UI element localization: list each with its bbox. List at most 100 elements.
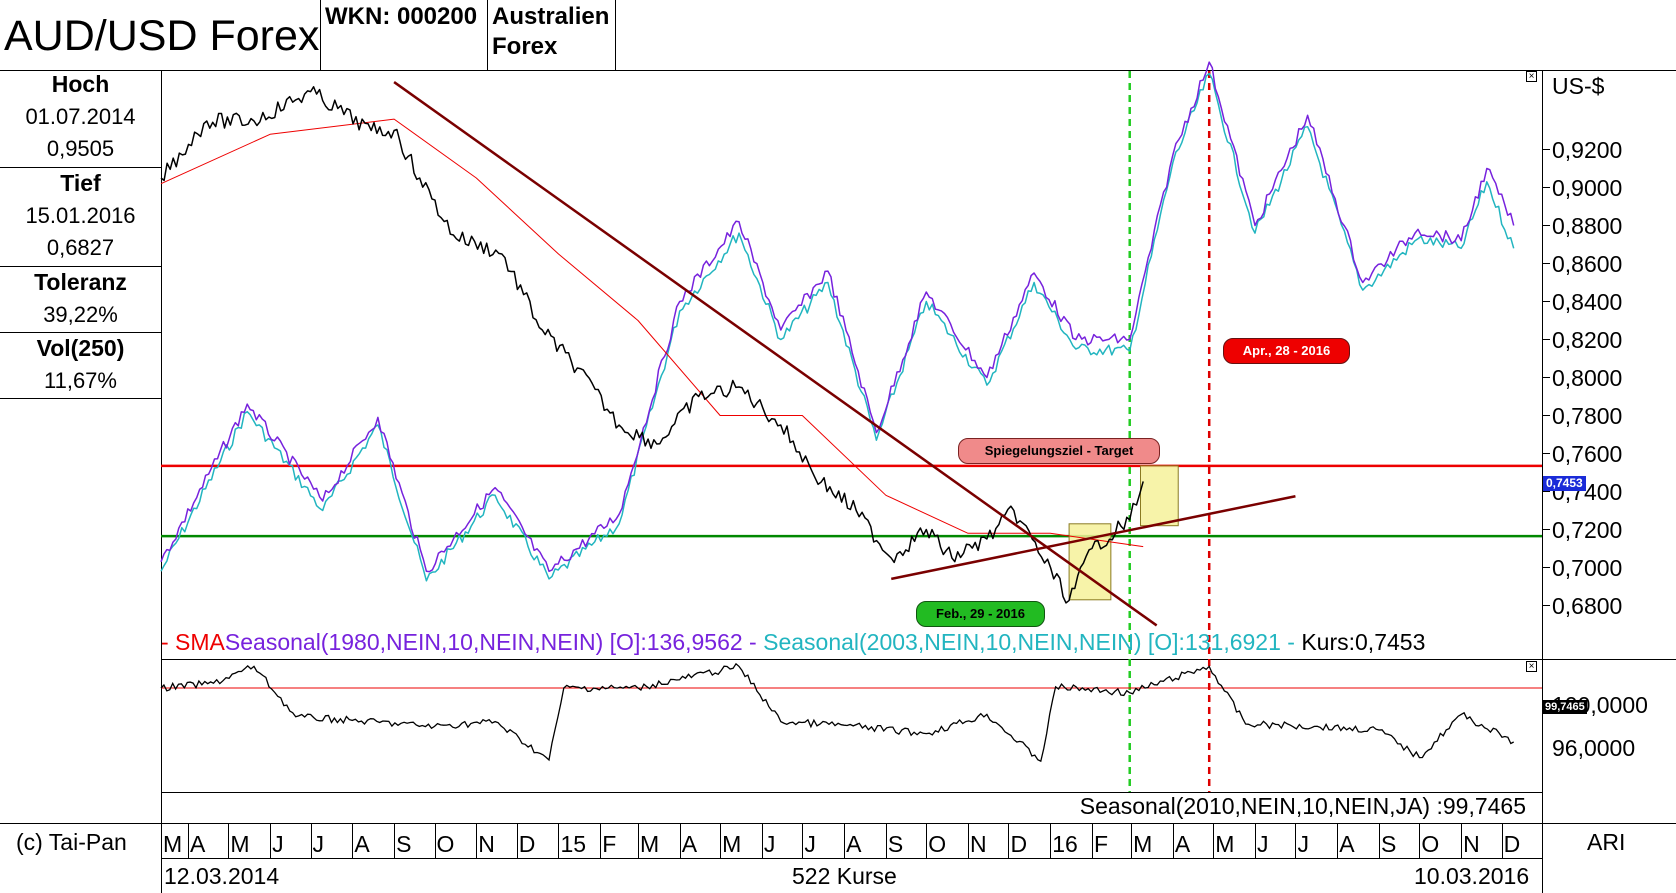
y-tick-label: 0,8800 [1552, 212, 1623, 239]
series-lines [160, 61, 1515, 604]
y-unit-label: US-$ [1552, 73, 1605, 99]
y-tick-label: 0,8000 [1552, 364, 1623, 391]
x-axis-month-label: O [928, 831, 947, 857]
x-axis-month-label: A [354, 831, 370, 857]
ari-label: ARI [1587, 829, 1626, 855]
header-bottom-border [0, 70, 1676, 71]
x-axis-month-label: J [272, 831, 284, 857]
x-axis-month-label: N [478, 831, 495, 857]
sub-chart-lines [160, 662, 1542, 763]
x-axis-tick [270, 823, 272, 858]
x-axis-tick [761, 823, 763, 858]
x-axis-tick [1091, 823, 1093, 858]
highlight-box [1139, 465, 1179, 527]
close-sub-chart-icon[interactable]: × [1526, 661, 1537, 672]
x-axis-tick [1419, 823, 1421, 858]
sub-legend: Seasonal(2010,NEIN,10,NEIN,JA) :99,7465 [1079, 793, 1526, 819]
y-tick-label: 0,8600 [1552, 250, 1623, 277]
x-axis-month-label: F [1093, 831, 1109, 857]
stat-low-label: Tief [60, 170, 101, 196]
stat-low: Tief 15.01.2016 0,6827 [0, 167, 161, 264]
series-line-sma [160, 118, 1144, 548]
last-price-tag: 0,7453 [1543, 476, 1586, 491]
x-axis-month-label: D [1010, 831, 1028, 857]
instrument-name-line1: Australien [492, 3, 610, 30]
x-axis-month-label: 15 [560, 831, 587, 857]
x-axis-month-label: A [681, 831, 698, 857]
x-axis-month-label: D [1503, 831, 1521, 857]
x-axis-tick [968, 823, 970, 858]
stat-low-date: 15.01.2016 [25, 203, 136, 228]
stat-divider [0, 398, 161, 399]
stat-high-label: Hoch [51, 71, 110, 97]
x-axis-bottom-border [161, 858, 1542, 859]
x-axis-month-label: 16 [1052, 831, 1078, 857]
count-label: 522 Kurse [792, 863, 897, 889]
series-line-seasonal [160, 61, 1515, 573]
stat-high-value: 0,9505 [46, 136, 115, 161]
stat-vol-value: 11,67% [44, 368, 117, 393]
instrument-name: Australien Forex [487, 0, 615, 70]
x-axis-tick [1461, 823, 1463, 858]
x-axis-tick [310, 823, 312, 858]
x-axis-month-label: J [804, 831, 816, 857]
trend-line [890, 495, 1296, 581]
green-date-badge: Feb., 29 - 2016 [916, 601, 1045, 627]
x-axis-tick [844, 823, 846, 858]
stat-tolerance-value: 39,22% [43, 302, 118, 327]
x-axis-tick [885, 823, 887, 858]
stat-low-value: 0,6827 [46, 235, 115, 260]
stat-divider [0, 332, 161, 333]
x-axis-month-label: A [189, 831, 206, 857]
instrument-name-line2: Forex [492, 33, 558, 60]
sub-legend-top-border [161, 792, 1542, 793]
x-axis-tick [558, 823, 560, 858]
x-axis-month-label: N [970, 831, 987, 857]
x-axis-month-label: S [1380, 831, 1397, 857]
x-axis-tick [1337, 823, 1339, 858]
stat-volatility: Vol(250) 11,67% [0, 332, 161, 397]
y-tick-label: 0,8200 [1552, 326, 1623, 353]
x-axis-tick [1378, 823, 1380, 858]
series-line-kurs [160, 86, 1144, 604]
target-badge: Spiegelungsziel - Target [958, 438, 1160, 464]
x-axis-tick [434, 823, 436, 858]
trend-line [393, 81, 1158, 627]
y-tick-label: 0,7800 [1552, 402, 1623, 429]
highlight-boxes [1068, 465, 1179, 601]
legend-kurs: Kurs:0,7453 [1301, 629, 1426, 655]
x-axis-month-label: M [1215, 831, 1235, 857]
stat-tolerance: Toleranz 39,22% [0, 266, 161, 331]
x-axis-tick [476, 823, 478, 858]
stat-divider [0, 266, 161, 267]
wkn-label: WKN: 000200 [320, 0, 487, 70]
x-axis-tick [720, 823, 722, 858]
x-axis-month-label: J [1297, 831, 1309, 857]
legend-sma: - SMA [161, 629, 225, 655]
end-date-label: 10.03.2016 [1414, 863, 1530, 889]
stat-high-date: 01.07.2014 [25, 104, 136, 129]
x-axis-month-label: D [518, 831, 536, 857]
x-axis-top-border [0, 823, 1676, 824]
stat-high: Hoch 01.07.2014 0,9505 [0, 68, 161, 165]
x-axis-tick [161, 823, 162, 858]
x-axis-tick [1295, 823, 1297, 858]
x-axis-month-label: M [1133, 831, 1153, 857]
x-axis-tick [1255, 823, 1257, 858]
instrument-title: AUD/USD Forex [4, 12, 320, 60]
sub-last-tag: 99,7465 [1543, 700, 1587, 714]
x-axis-tick [802, 823, 804, 858]
vertical-markers [1128, 71, 1211, 792]
trend-lines [393, 81, 1296, 627]
stat-vol-label: Vol(250) [36, 335, 125, 361]
x-axis-tick [1172, 823, 1174, 858]
close-main-chart-icon[interactable]: × [1526, 71, 1537, 82]
panel-separator [161, 659, 1676, 660]
x-axis-tick [394, 823, 396, 858]
red-date-badge: Apr., 28 - 2016 [1223, 338, 1350, 364]
sub-series-line [160, 662, 1514, 763]
x-axis-tick [679, 823, 681, 858]
x-axis-month-label: A [846, 831, 862, 857]
x-axis-month-label: M [230, 831, 250, 857]
